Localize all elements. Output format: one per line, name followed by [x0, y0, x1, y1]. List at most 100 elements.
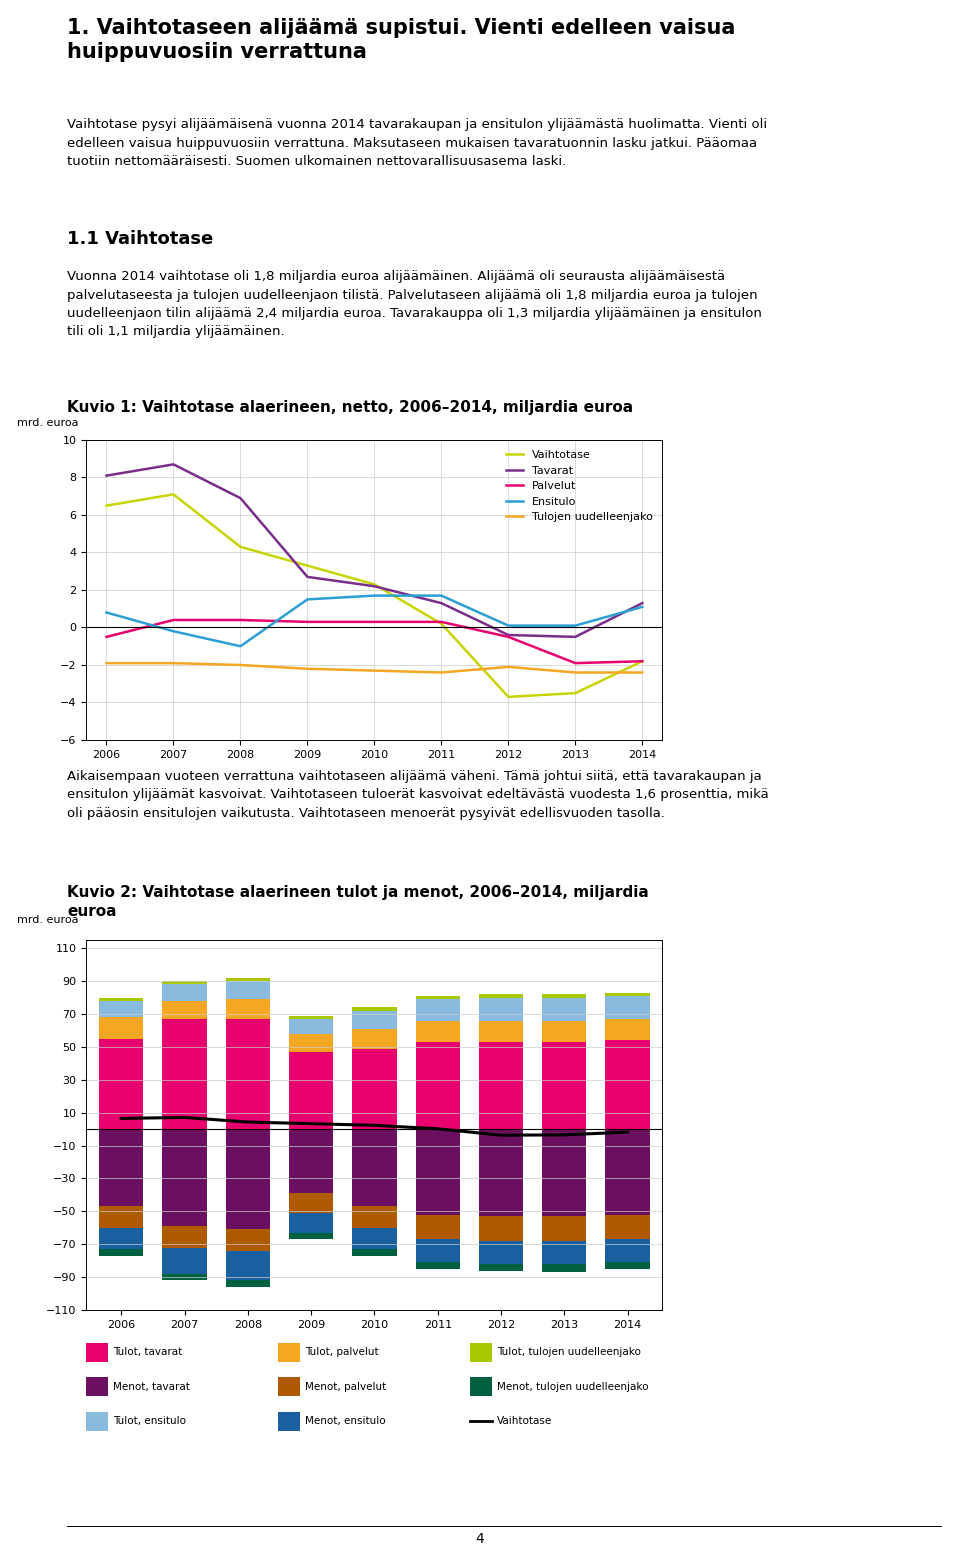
Palvelut: [503, 628, 515, 646]
Bar: [162, 1225, 206, 1247]
Tulojen uudelleenjako: [301, 659, 313, 678]
Bar: [606, 995, 650, 1019]
Ensitulo: [503, 617, 515, 635]
Bar: [479, 1128, 523, 1216]
Bar: [479, 1265, 523, 1271]
Bar: [226, 998, 270, 1019]
Bar: [162, 1019, 206, 1128]
Vaihtotase: [369, 574, 380, 593]
Bar: [99, 1249, 143, 1255]
Bar: [416, 1214, 460, 1239]
Vaihtotase: [369, 1116, 380, 1135]
Tulojen uudelleenjako: [168, 654, 180, 673]
Vaihtotase: [101, 496, 112, 515]
Bar: [606, 1214, 650, 1239]
Ensitulo: [234, 637, 246, 656]
Line: Tulojen uudelleenjako: Tulojen uudelleenjako: [107, 664, 642, 673]
Bar: [606, 992, 650, 995]
Bar: [542, 1020, 587, 1042]
Bar: [352, 1249, 396, 1255]
Bar: [352, 1229, 396, 1249]
Bar: [289, 1193, 333, 1213]
Text: Menot, ensitulo: Menot, ensitulo: [305, 1416, 386, 1426]
Text: Vaihtotase pysyi alijäämäisenä vuonna 2014 tavarakaupan ja ensitulon ylijäämästä: Vaihtotase pysyi alijäämäisenä vuonna 20…: [67, 117, 767, 167]
Bar: [162, 1002, 206, 1019]
Tavarat: [101, 466, 112, 485]
Text: Vaihtotase: Vaihtotase: [497, 1416, 553, 1426]
Bar: [99, 1128, 143, 1207]
Bar: [479, 1042, 523, 1128]
Bar: [542, 1042, 587, 1128]
Bar: [352, 1049, 396, 1128]
Vaihtotase: [301, 556, 313, 574]
Palvelut: [636, 653, 648, 671]
Palvelut: [168, 610, 180, 629]
Palvelut: [101, 628, 112, 646]
Bar: [606, 1239, 650, 1263]
Tavarat: [436, 593, 447, 612]
Line: Vaihtotase: Vaihtotase: [121, 1117, 628, 1135]
Vaihtotase: [559, 1125, 570, 1144]
Tavarat: [369, 577, 380, 596]
Bar: [99, 1017, 143, 1039]
Tulojen uudelleenjako: [436, 664, 447, 682]
Tavarat: [569, 628, 581, 646]
Bar: [479, 1020, 523, 1042]
Bar: [606, 1041, 650, 1128]
Bar: [542, 1265, 587, 1272]
Text: Tulot, ensitulo: Tulot, ensitulo: [113, 1416, 186, 1426]
Bar: [416, 1263, 460, 1269]
Tulojen uudelleenjako: [503, 657, 515, 676]
Palvelut: [436, 612, 447, 631]
Bar: [99, 997, 143, 1002]
Text: Tulot, palvelut: Tulot, palvelut: [305, 1347, 379, 1357]
Bar: [416, 995, 460, 998]
Bar: [416, 1020, 460, 1042]
Bar: [226, 1019, 270, 1128]
Bar: [479, 1216, 523, 1241]
Bar: [226, 981, 270, 998]
Bar: [479, 994, 523, 997]
Text: Menot, tavarat: Menot, tavarat: [113, 1382, 190, 1391]
Text: Vuonna 2014 vaihtotase oli 1,8 miljardia euroa alijäämäinen. Alijäämä oli seurau: Vuonna 2014 vaihtotase oli 1,8 miljardia…: [67, 271, 762, 338]
Text: 1. Vaihtotaseen alijäämä supistui. Vienti edelleen vaisua
huippuvuosiin verrattu: 1. Vaihtotaseen alijäämä supistui. Vient…: [67, 19, 735, 63]
Legend: Vaihtotase, Tavarat, Palvelut, Ensitulo, Tulojen uudelleenjako: Vaihtotase, Tavarat, Palvelut, Ensitulo,…: [501, 446, 657, 527]
Vaihtotase: [115, 1110, 127, 1128]
Bar: [226, 1250, 270, 1280]
Bar: [606, 1263, 650, 1269]
Ensitulo: [101, 603, 112, 621]
Bar: [99, 1002, 143, 1017]
Bar: [416, 1042, 460, 1128]
Bar: [542, 1128, 587, 1216]
Vaihtotase: [432, 1119, 444, 1138]
Tulojen uudelleenjako: [569, 664, 581, 682]
Tulojen uudelleenjako: [369, 662, 380, 681]
Bar: [289, 1213, 333, 1233]
Text: mrd. euroa: mrd. euroa: [17, 418, 79, 427]
Vaihtotase: [168, 485, 180, 504]
Bar: [162, 981, 206, 984]
Bar: [352, 1028, 396, 1049]
Vaihtotase: [179, 1108, 190, 1127]
Line: Vaihtotase: Vaihtotase: [107, 495, 642, 696]
Text: 1.1 Vaihtotase: 1.1 Vaihtotase: [67, 230, 213, 247]
Text: Aikaisempaan vuoteen verrattuna vaihtotaseen alijäämä väheni. Tämä johtui siitä,: Aikaisempaan vuoteen verrattuna vaihtota…: [67, 770, 769, 820]
Bar: [289, 1019, 333, 1034]
Tavarat: [636, 593, 648, 612]
Line: Palvelut: Palvelut: [107, 620, 642, 664]
Bar: [479, 1241, 523, 1265]
Ensitulo: [369, 587, 380, 606]
Ensitulo: [569, 617, 581, 635]
Text: Kuvio 1: Vaihtotase alaerineen, netto, 2006–2014, miljardia euroa: Kuvio 1: Vaihtotase alaerineen, netto, 2…: [67, 401, 634, 415]
Ensitulo: [301, 590, 313, 609]
Tavarat: [168, 455, 180, 474]
Ensitulo: [168, 621, 180, 640]
Bar: [416, 1239, 460, 1263]
Text: Tulot, tavarat: Tulot, tavarat: [113, 1347, 182, 1357]
Bar: [162, 984, 206, 1002]
Text: Tulot, tulojen uudelleenjako: Tulot, tulojen uudelleenjako: [497, 1347, 641, 1357]
Bar: [352, 1207, 396, 1229]
Bar: [479, 997, 523, 1020]
Bar: [352, 1011, 396, 1028]
Tulojen uudelleenjako: [101, 654, 112, 673]
